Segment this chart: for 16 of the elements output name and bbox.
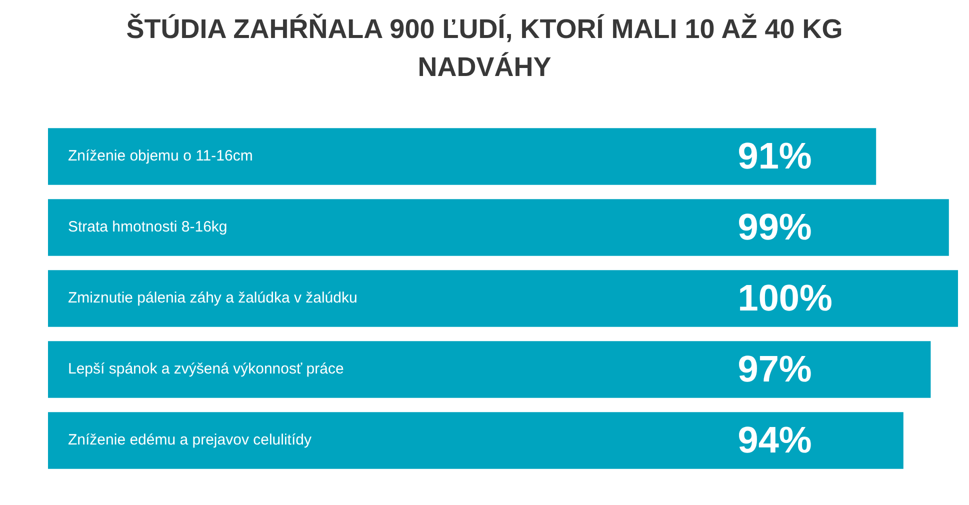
y-tick-label: Zníženie edému a prejavov celulitídy [68, 432, 312, 449]
y-tick-label: Zníženie objemu o 11-16cm [68, 148, 253, 165]
data-label: 91% [738, 136, 812, 177]
data-label: 94% [738, 420, 812, 461]
chart-title: ŠTÚDIA ZAHŔŇALA 900 ĽUDÍ, KTORÍ MALI 10 AŽ 40 KG NADVÁHY [125, 12, 844, 84]
bar [48, 412, 904, 469]
bar [48, 199, 949, 256]
y-tick-label: Strata hmotnosti 8-16kg [68, 218, 228, 236]
data-label: 99% [738, 206, 812, 248]
bar [48, 128, 876, 185]
data-label: 100% [738, 278, 832, 319]
y-tick-label: Lepší spánok a zvýšená výkonnosť práce [68, 360, 344, 378]
y-tick-label: Zmiznutie pálenia záhy a žalúdka v žalúdku [68, 290, 358, 307]
bar [48, 270, 958, 327]
bar [48, 341, 931, 398]
data-label: 97% [738, 348, 812, 390]
